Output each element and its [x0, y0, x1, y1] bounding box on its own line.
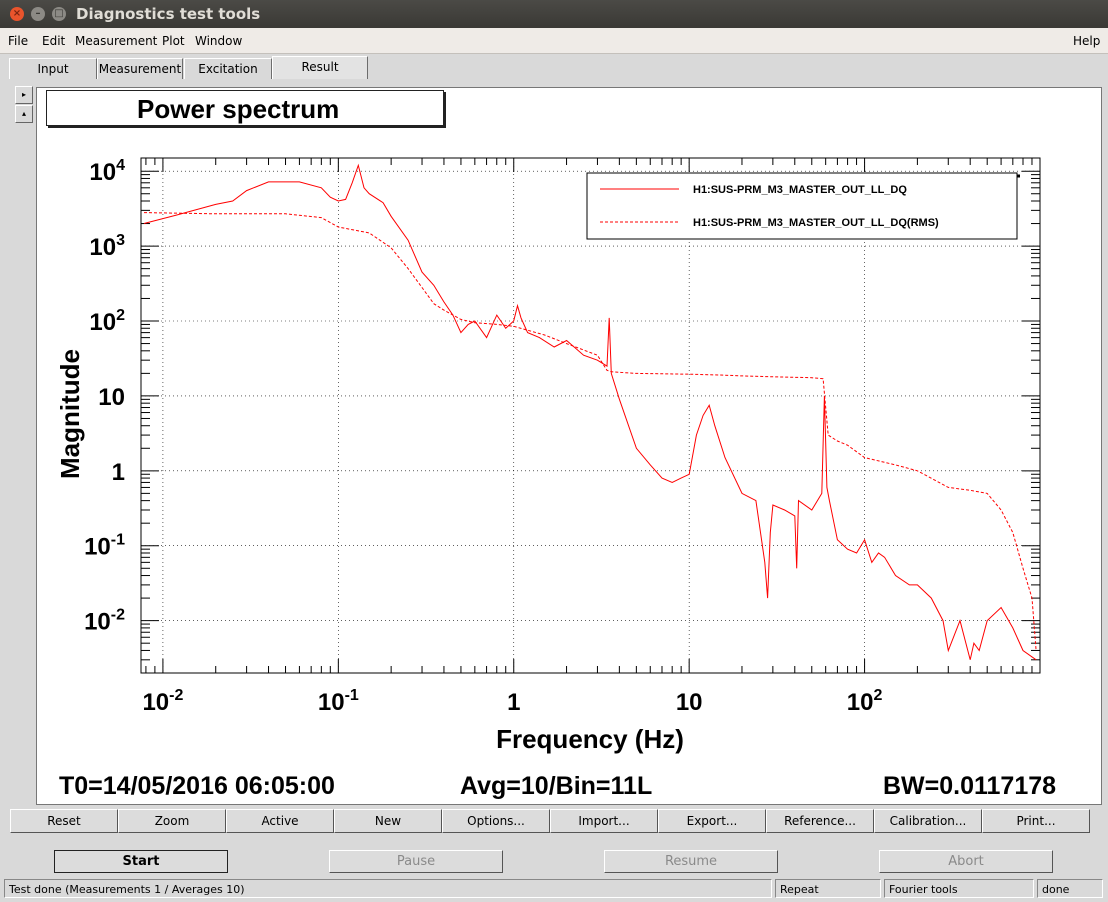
y-tick-label: 104 [89, 157, 125, 186]
menu-file[interactable]: File [8, 34, 29, 48]
avg-bin-label: Avg=10/Bin=11L [460, 772, 653, 800]
menu-edit[interactable]: Edit [42, 34, 66, 48]
t0-label: T0=14/05/2016 06:05:00 [59, 772, 335, 800]
menu-help[interactable]: Help [1073, 34, 1101, 48]
legend: H1:SUS-PRM_M3_MASTER_OUT_LL_DQ H1:SUS-PR… [586, 172, 1020, 240]
export-button[interactable]: Export... [658, 809, 766, 833]
y-axis-label: Magnitude [55, 349, 85, 479]
start-button[interactable]: Start [54, 850, 228, 873]
status-bar: Test done (Measurements 1 / Averages 10)… [0, 879, 1108, 900]
reset-button[interactable]: Reset [10, 809, 118, 833]
active-button[interactable]: Active [226, 809, 334, 833]
x-tick-labels: 10-2 10-1 1 10 102 [142, 687, 882, 716]
close-icon[interactable]: × [10, 7, 24, 21]
print-button[interactable]: Print... [982, 809, 1090, 833]
tab-bar: Input Measurement Excitation Result [0, 54, 1108, 80]
status-tool: Fourier tools [884, 879, 1034, 898]
legend-label-series-2: H1:SUS-PRM_M3_MASTER_OUT_LL_DQ(RMS) [693, 217, 939, 229]
bandwidth-label: BW=0.0117178 [883, 772, 1057, 800]
abort-button[interactable]: Abort [879, 850, 1053, 873]
menu-window[interactable]: Window [195, 34, 243, 48]
maximize-icon[interactable]: □ [52, 7, 66, 21]
resume-button[interactable]: Resume [604, 850, 778, 873]
menu-plot[interactable]: Plot [162, 34, 185, 48]
pause-button[interactable]: Pause [329, 850, 503, 873]
x-tick-label: 102 [847, 687, 883, 716]
legend-box [586, 172, 1018, 240]
x-tick-label: 1 [507, 689, 520, 716]
y-tick-label: 10 [98, 384, 125, 411]
tab-excitation[interactable]: Excitation [184, 58, 272, 79]
plot-title: Power spectrum [46, 90, 444, 126]
x-tick-label: 10 [676, 689, 703, 716]
menu-measurement[interactable]: Measurement [75, 34, 158, 48]
status-message: Test done (Measurements 1 / Averages 10) [4, 879, 772, 898]
x-tick-label: 10-2 [142, 687, 183, 716]
y-tick-label: 1 [112, 459, 125, 486]
series-rms-line [143, 212, 1037, 651]
x-tick-label: 10-1 [318, 687, 359, 716]
y-tick-label: 103 [89, 232, 125, 261]
title-bar: × – □ Diagnostics test tools [0, 0, 1108, 28]
tab-measurement[interactable]: Measurement [97, 58, 183, 79]
options-button[interactable]: Options... [442, 809, 550, 833]
calibration-button[interactable]: Calibration... [874, 809, 982, 833]
plot-canvas[interactable]: Power spectrum 10-2 10-1 1 10 102 104 103 102 1… [36, 87, 1102, 805]
reference-button[interactable]: Reference... [766, 809, 874, 833]
window-title: Diagnostics test tools [76, 5, 261, 23]
tab-input[interactable]: Input [9, 58, 97, 79]
plot-frame [140, 157, 1041, 674]
y-tick-label: 10-2 [84, 607, 125, 636]
series-magnitude-line [143, 163, 1037, 661]
status-mode: Repeat [775, 879, 881, 898]
tab-result[interactable]: Result [272, 56, 368, 79]
minimize-icon[interactable]: – [31, 7, 45, 21]
x-axis-label: Frequency (Hz) [496, 724, 684, 754]
arrow-up-icon[interactable]: ▴ [15, 105, 33, 123]
new-button[interactable]: New [334, 809, 442, 833]
status-state: done [1037, 879, 1103, 898]
import-button[interactable]: Import... [550, 809, 658, 833]
menu-bar: File Edit Measurement Plot Window Help [0, 28, 1108, 54]
zoom-button[interactable]: Zoom [118, 809, 226, 833]
legend-label-series-1: H1:SUS-PRM_M3_MASTER_OUT_LL_DQ [693, 184, 907, 196]
y-tick-label: 10-1 [84, 532, 125, 561]
arrow-right-icon[interactable]: ▸ [15, 86, 33, 104]
y-tick-label: 102 [89, 307, 125, 336]
chart-series [143, 163, 1037, 661]
plot-toolbar: Reset Zoom Active New Options... Import.… [10, 809, 1094, 833]
